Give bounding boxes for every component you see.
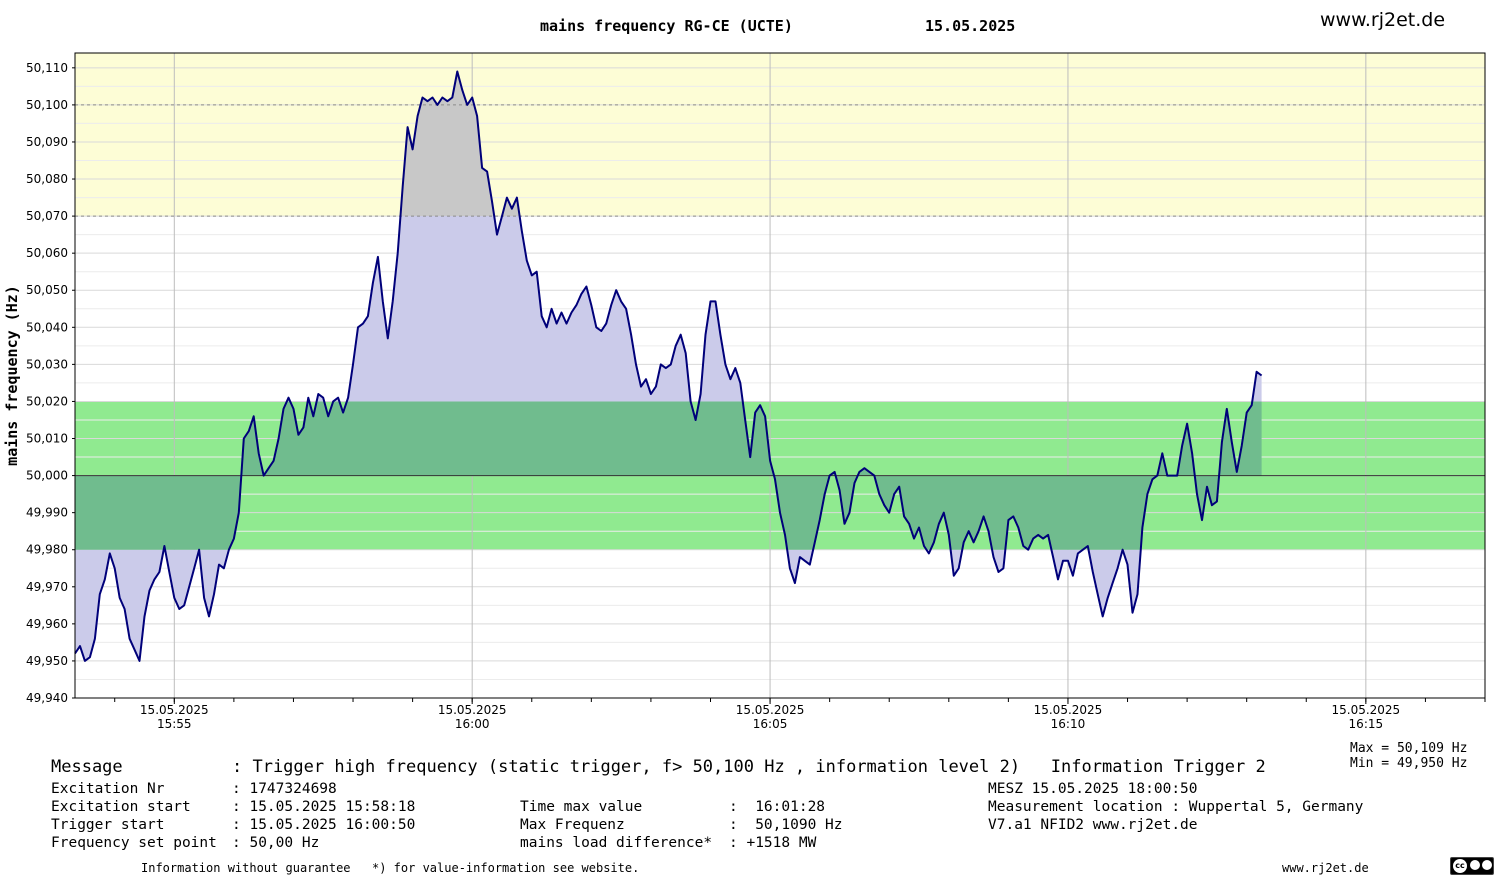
chart-date: 15.05.2025 (925, 17, 1016, 35)
plot-frame (74, 52, 1486, 699)
min-label: Min = 49,950 Hz (1350, 756, 1468, 771)
x-tick-date-label: 15.05.2025 (1034, 703, 1103, 717)
excitation-nr-value: : 1747324698 (232, 781, 337, 797)
message-label: Message (51, 757, 123, 777)
deviation-area-above (286, 71, 1262, 402)
set-point-label: Frequency set point (51, 835, 217, 851)
y-tick-label: 49,990 (26, 506, 68, 520)
y-tick-label: 50,000 (26, 469, 68, 483)
y-tick-label: 49,950 (26, 654, 68, 668)
y-tick-label: 50,080 (26, 172, 68, 186)
deviation-area-trigger (400, 71, 520, 217)
y-tick-label: 49,970 (26, 580, 68, 594)
cc-icon: cc (1453, 859, 1467, 873)
y-tick-label: 50,040 (26, 320, 68, 334)
frequency-chart: 50,110 50,100 50,090 50,080 50,070 50,060 50,0… (3, 52, 1486, 731)
excitation-start-label: Excitation start (51, 799, 191, 815)
y-tick-label: 50,010 (26, 432, 68, 446)
frequency-series-line (74, 70, 1263, 662)
value-info-note: *) for value-information see website. (372, 861, 640, 875)
trigger-start-value: : 15.05.2025 16:00:50 (232, 817, 416, 833)
x-tick-time-label: 15:55 (157, 717, 192, 731)
max-freq-label: Max Frequenz (520, 817, 625, 833)
site-link-top[interactable]: www.rj2et.de (1320, 9, 1446, 31)
guarantee-note: Information without guarantee (141, 861, 351, 875)
site-link-footer[interactable]: www.rj2et.de (1282, 861, 1369, 875)
y-tick-label: 50,100 (26, 98, 68, 112)
y-axis-label: mains frequency (Hz) (3, 285, 21, 466)
sa-icon (1482, 860, 1492, 870)
cc-by-sa-icon[interactable]: cc (1450, 857, 1494, 875)
y-tick-label: 50,050 (26, 283, 68, 297)
deviation-area-below (75, 549, 1141, 661)
set-point-value: : 50,00 Hz (232, 835, 320, 851)
y-tick-label: 50,090 (26, 135, 68, 149)
x-tick-date-label: 15.05.2025 (438, 703, 507, 717)
excitation-nr-label: Excitation Nr (51, 781, 165, 797)
max-freq-value: : 50,1090 Hz (729, 817, 843, 833)
version-info: V7.a1 NFID2 www.rj2et.de (988, 817, 1198, 833)
x-tick-time-label: 16:10 (1051, 717, 1086, 731)
x-tick-time-label: 16:00 (455, 717, 490, 731)
x-tick-date-label: 15.05.2025 (140, 703, 209, 717)
by-icon (1470, 860, 1480, 870)
y-tick-label: 50,020 (26, 394, 68, 408)
load-diff-label: mains load difference* (520, 835, 713, 851)
chart-title: mains frequency RG-CE (UCTE) (540, 17, 793, 35)
x-tick-date-label: 15.05.2025 (736, 703, 805, 717)
time-max-label: Time max value (520, 799, 643, 815)
y-tick-label: 49,960 (26, 617, 68, 631)
x-tick-date-label: 15.05.2025 (1331, 703, 1400, 717)
x-tick-time-label: 16:15 (1349, 717, 1384, 731)
mesz-time: MESZ 15.05.2025 18:00:50 (988, 781, 1198, 797)
measurement-location: Measurement location : Wuppertal 5, Germ… (988, 799, 1364, 815)
y-tick-label: 50,060 (26, 246, 68, 260)
load-diff-value: : +1518 MW (729, 835, 817, 851)
y-tick-label: 49,980 (26, 543, 68, 557)
y-tick-label: 50,070 (26, 209, 68, 223)
x-tick-time-label: 16:05 (753, 717, 788, 731)
max-label: Max = 50,109 Hz (1350, 741, 1468, 756)
message-value: : Trigger high frequency (static trigger… (232, 757, 1266, 777)
excitation-start-value: : 15.05.2025 15:58:18 (232, 799, 416, 815)
y-tick-label: 49,940 (26, 691, 68, 705)
y-tick-label: 50,030 (26, 357, 68, 371)
time-max-value: : 16:01:28 (729, 799, 826, 815)
high-frequency-band (75, 53, 1485, 217)
trigger-start-label: Trigger start (51, 817, 165, 833)
y-tick-label: 50,110 (26, 61, 68, 75)
